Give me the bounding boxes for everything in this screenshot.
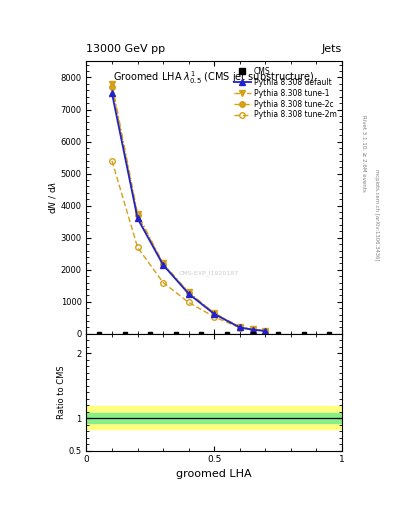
Text: 13000 GeV pp: 13000 GeV pp [86,44,165,54]
X-axis label: groomed LHA: groomed LHA [176,468,252,479]
Text: Rivet 3.1.10, ≥ 2.6M events: Rivet 3.1.10, ≥ 2.6M events [361,115,366,192]
Y-axis label: $\mathrm{d}N$ / $\mathrm{d}\lambda$: $\mathrm{d}N$ / $\mathrm{d}\lambda$ [47,181,58,215]
Text: Jets: Jets [321,44,342,54]
Text: Groomed LHA $\lambda_{0.5}^{1}$ (CMS jet substructure): Groomed LHA $\lambda_{0.5}^{1}$ (CMS jet… [114,70,315,87]
Text: mcplots.cern.ch [arXiv:1306.3436]: mcplots.cern.ch [arXiv:1306.3436] [374,169,379,261]
Bar [86,413,342,423]
Bar [86,407,342,429]
Text: CMS-EXP_I1920187: CMS-EXP_I1920187 [179,270,239,275]
Legend: CMS, Pythia 8.308 default, Pythia 8.308 tune-1, Pythia 8.308 tune-2c, Pythia 8.3: CMS, Pythia 8.308 default, Pythia 8.308 … [232,65,338,121]
Y-axis label: Ratio to CMS: Ratio to CMS [57,366,66,419]
